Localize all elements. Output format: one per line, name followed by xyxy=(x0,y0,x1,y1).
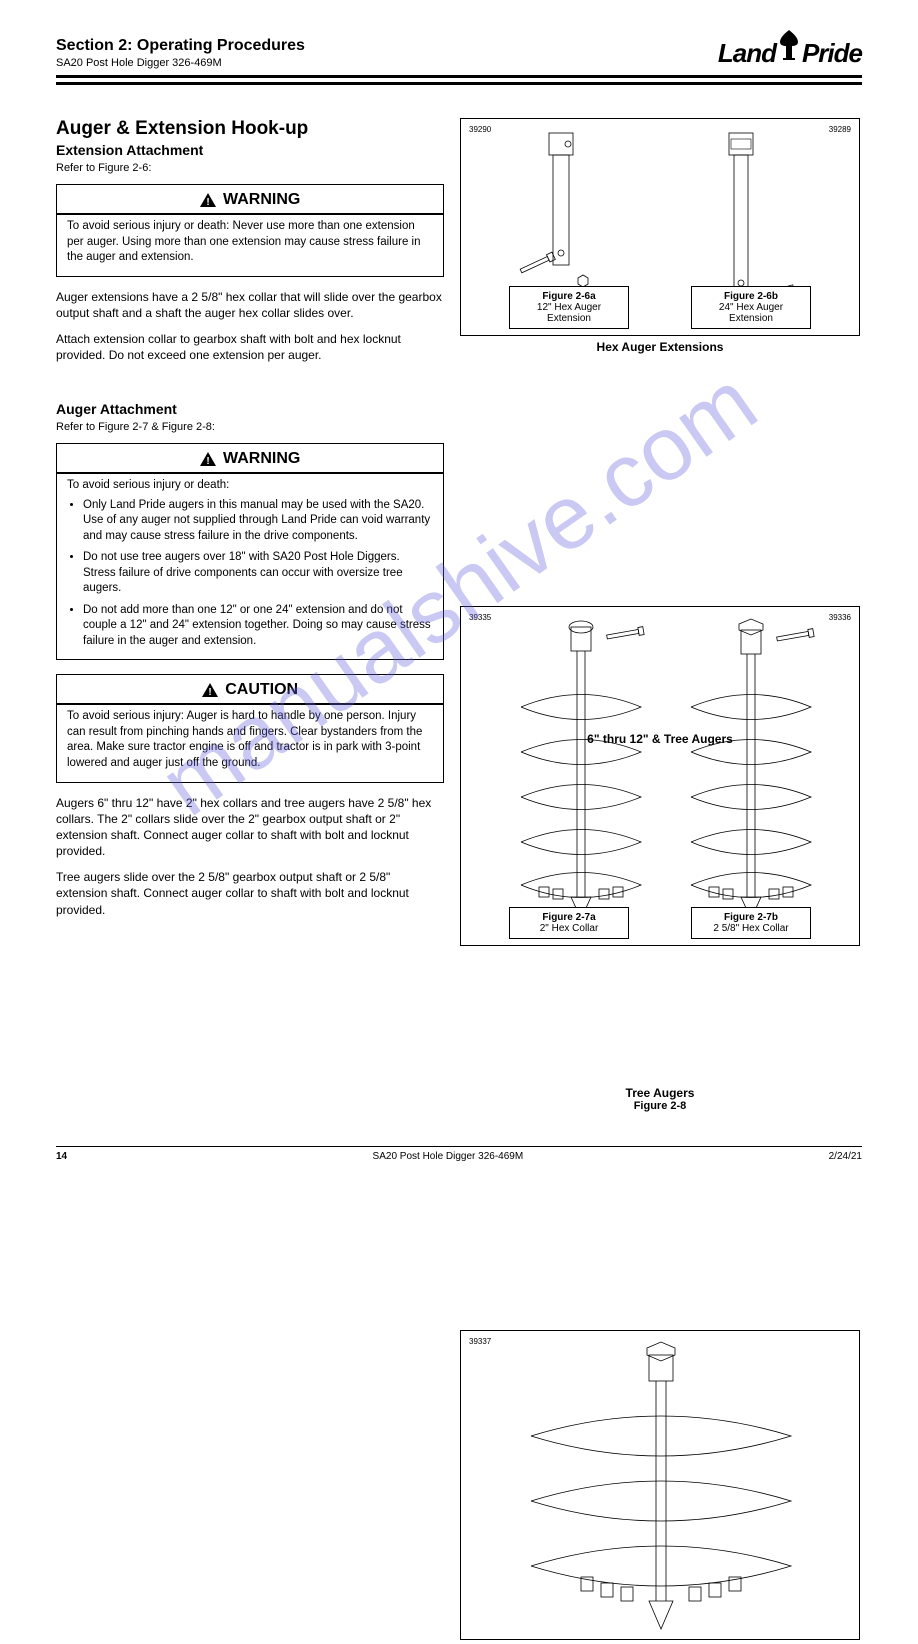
warning-2-title: WARNING xyxy=(223,450,300,467)
svg-text:!: ! xyxy=(208,687,211,697)
figure-2-6b-label: Figure 2-6b 24" Hex Auger Extension xyxy=(691,286,811,329)
auger-para-1: Augers 6" thru 12" have 2" hex collars a… xyxy=(56,795,444,860)
figure-2-7a-label: Figure 2-7a 2" Hex Collar xyxy=(509,907,629,939)
logo-text-land: Land xyxy=(718,38,776,68)
caution-icon: ! xyxy=(202,683,218,697)
warning-box-1: ! WARNING To avoid serious injury or dea… xyxy=(56,184,444,277)
svg-text:!: ! xyxy=(206,456,209,466)
fig28-part: 39337 xyxy=(469,1337,491,1346)
warning-1-body: To avoid serious injury or death: Never … xyxy=(57,219,443,276)
fig27-part-left: 39335 xyxy=(469,613,491,622)
page-footer: 14 SA20 Post Hole Digger 326-469M 2/24/2… xyxy=(56,1146,862,1162)
footer-date: 2/24/21 xyxy=(829,1151,862,1162)
fig26-part-left: 39290 xyxy=(469,125,491,134)
caution-title: CAUTION xyxy=(225,681,298,698)
extensions-heading: Auger & Extension Hook-up xyxy=(56,118,444,140)
caution-body: To avoid serious injury: Auger is hard t… xyxy=(57,709,443,781)
header-rule xyxy=(56,75,862,85)
left-column: Auger & Extension Hook-up Extension Atta… xyxy=(56,118,444,928)
extension-para-1: Auger extensions have a 2 5/8" hex colla… xyxy=(56,289,444,321)
warning-2-bullet: Do not use tree augers over 18" with SA2… xyxy=(83,550,433,597)
figure-2-7: Figure 2-7a 2" Hex Collar Figure 2-7b 2 … xyxy=(460,606,860,946)
figure-2-8-title: Figure 2-8 xyxy=(460,1100,860,1112)
figure-2-8-caption: Tree Augers xyxy=(460,1086,860,1100)
logo-text-pride: Pride xyxy=(802,38,862,68)
brand-logo: Land Pride xyxy=(718,28,862,69)
auger-subheading: Auger Attachment xyxy=(56,401,444,417)
figure-2-6: Figure 2-6a 12" Hex Auger Extension Figu… xyxy=(460,118,860,336)
caution-header: ! CAUTION xyxy=(57,675,443,703)
warning-2-lead: To avoid serious injury or death: xyxy=(67,478,433,494)
extension-para-2: Attach extension collar to gearbox shaft… xyxy=(56,331,444,363)
fig27-part-right: 39336 xyxy=(829,613,851,622)
model-subtitle: SA20 Post Hole Digger 326-469M xyxy=(56,57,305,69)
warning-2-header: ! WARNING xyxy=(57,444,443,472)
figure-2-7b-title: Figure 2-7b xyxy=(700,912,802,923)
warning-2-body: To avoid serious injury or death: Only L… xyxy=(57,478,443,659)
page-number: 14 xyxy=(56,1151,67,1162)
footer-model: SA20 Post Hole Digger 326-469M xyxy=(373,1151,524,1162)
tree-icon xyxy=(774,28,804,69)
figure-2-8-caption-block: Tree Augers Figure 2-8 xyxy=(460,1086,860,1112)
figure-2-7b-sub: 2 5/8" Hex Collar xyxy=(700,923,802,934)
figure-2-6a-sub: 12" Hex Auger Extension xyxy=(518,302,620,324)
figure-2-6a-label: Figure 2-6a 12" Hex Auger Extension xyxy=(509,286,629,329)
figure-2-7-svg xyxy=(461,607,861,947)
warning-icon: ! xyxy=(200,193,216,207)
figure-2-8: 39337 xyxy=(460,1330,860,1640)
figure-2-8-svg xyxy=(461,1331,861,1641)
figure-2-7b-label: Figure 2-7b 2 5/8" Hex Collar xyxy=(691,907,811,939)
auger-refer: Refer to Figure 2-7 & Figure 2-8: xyxy=(56,421,444,433)
auger-para-2: Tree augers slide over the 2 5/8" gearbo… xyxy=(56,869,444,918)
figure-2-6-caption: Hex Auger Extensions xyxy=(460,340,860,354)
figure-2-7a-sub: 2" Hex Collar xyxy=(518,923,620,934)
warning-1-title: WARNING xyxy=(223,191,300,208)
caution-box: ! CAUTION To avoid serious injury: Auger… xyxy=(56,674,444,782)
figure-2-7-caption: 6" thru 12" & Tree Augers xyxy=(460,732,860,746)
fig26-part-right: 39289 xyxy=(829,125,851,134)
warning-1-header: ! WARNING xyxy=(57,185,443,213)
section-title: Section 2: Operating Procedures xyxy=(56,37,305,55)
figure-2-6b-title: Figure 2-6b xyxy=(700,291,802,302)
figure-2-7a-title: Figure 2-7a xyxy=(518,912,620,923)
figure-2-6b-sub: 24" Hex Auger Extension xyxy=(700,302,802,324)
extension-refer: Refer to Figure 2-6: xyxy=(56,162,444,174)
svg-text:!: ! xyxy=(206,197,209,207)
warning-2-bullet: Do not add more than one 12" or one 24" … xyxy=(83,603,433,650)
warning-icon: ! xyxy=(200,452,216,466)
figure-2-6a-title: Figure 2-6a xyxy=(518,291,620,302)
page-header: Section 2: Operating Procedures SA20 Pos… xyxy=(56,28,862,85)
warning-box-2: ! WARNING To avoid serious injury or dea… xyxy=(56,443,444,660)
extension-subheading: Extension Attachment xyxy=(56,142,444,158)
warning-2-bullet: Only Land Pride augers in this manual ma… xyxy=(83,498,433,545)
